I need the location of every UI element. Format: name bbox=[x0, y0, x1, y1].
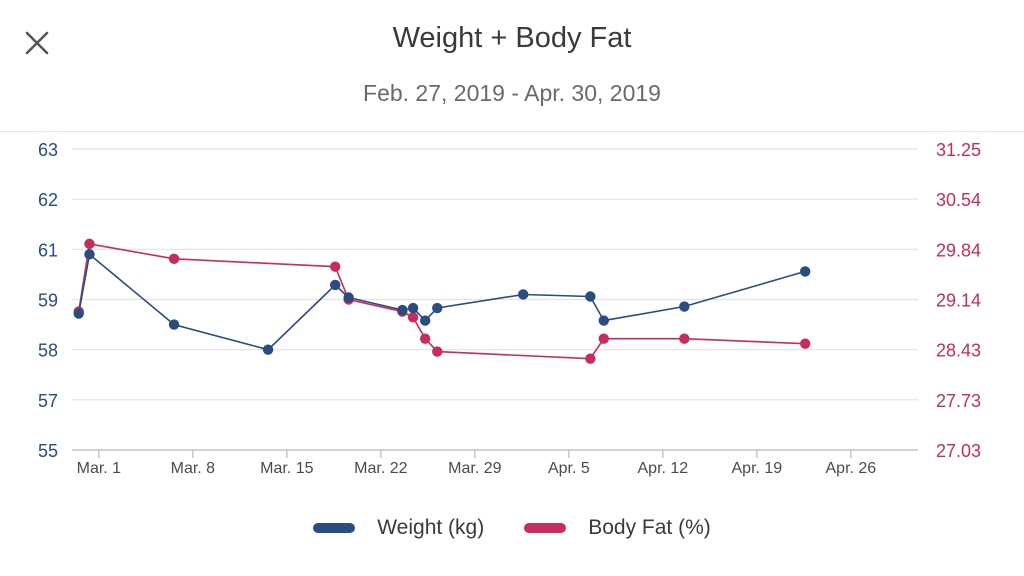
legend-label-weight: Weight (kg) bbox=[377, 516, 485, 539]
left-tick-label: 57 bbox=[38, 391, 58, 411]
right-tick-label: 29.84 bbox=[936, 240, 981, 260]
body-fat-point[interactable] bbox=[419, 333, 431, 344]
legend-swatch-weight bbox=[313, 523, 356, 533]
weight-point[interactable] bbox=[800, 266, 811, 277]
weight-point[interactable] bbox=[330, 279, 341, 291]
legend-item-weight[interactable]: Weight (kg) bbox=[313, 516, 484, 540]
x-tick-label: Mar. 22 bbox=[354, 460, 407, 477]
body-fat-point[interactable] bbox=[330, 261, 341, 272]
left-tick-label: 55 bbox=[38, 441, 58, 461]
x-tick-label: Mar. 29 bbox=[448, 460, 501, 477]
x-tick-label: Apr. 26 bbox=[826, 460, 877, 477]
left-tick-label: 61 bbox=[38, 240, 58, 260]
weight-body-fat-chart: 63 62 61 59 58 57 55 31.25 30.54 29.84 29.14 28.43… bbox=[38, 140, 981, 477]
weight-point[interactable] bbox=[73, 308, 84, 319]
weight-point[interactable] bbox=[262, 344, 274, 355]
x-axis-dates: Mar. 1 Mar. 8 Mar. 15 Mar. 22 Mar. 29 Apr. 5 A… bbox=[77, 450, 877, 477]
x-tick-label: Apr. 19 bbox=[732, 460, 783, 477]
weight-point[interactable] bbox=[518, 289, 529, 300]
body-fat-point[interactable] bbox=[407, 312, 419, 323]
body-fat-point[interactable] bbox=[598, 333, 609, 344]
right-tick-label: 27.03 bbox=[936, 441, 981, 461]
close-button[interactable] bbox=[18, 24, 56, 62]
series-lines bbox=[73, 238, 811, 364]
weight-point[interactable] bbox=[598, 315, 609, 326]
weight-point[interactable] bbox=[168, 319, 180, 330]
left-axis-weight: 63 62 61 59 58 57 55 bbox=[38, 140, 58, 461]
weight-point[interactable] bbox=[407, 302, 419, 314]
x-tick-label: Apr. 5 bbox=[548, 460, 590, 477]
weight-point[interactable] bbox=[343, 292, 354, 303]
right-tick-label: 29.14 bbox=[936, 291, 981, 311]
chart-legend: Weight (kg) Body Fat (%) bbox=[0, 508, 1024, 548]
legend-item-body-fat[interactable]: Body Fat (%) bbox=[524, 516, 711, 540]
body-fat-point[interactable] bbox=[679, 333, 690, 344]
body-fat-point[interactable] bbox=[585, 353, 596, 364]
body-fat-point[interactable] bbox=[800, 338, 811, 349]
x-tick-label: Apr. 12 bbox=[638, 460, 689, 477]
legend-label-body-fat: Body Fat (%) bbox=[588, 516, 711, 539]
right-tick-label: 31.25 bbox=[936, 140, 981, 160]
right-tick-label: 28.43 bbox=[936, 341, 981, 361]
left-tick-label: 58 bbox=[38, 341, 58, 361]
page-title: Weight + Body Fat bbox=[392, 22, 632, 54]
left-tick-label: 63 bbox=[38, 140, 58, 160]
left-tick-label: 62 bbox=[38, 190, 58, 210]
x-tick-label: Mar. 8 bbox=[171, 460, 216, 477]
right-tick-label: 27.73 bbox=[936, 391, 981, 411]
weight-line bbox=[77, 252, 806, 351]
x-tick-label: Mar. 1 bbox=[77, 460, 122, 477]
x-tick-label: Mar. 15 bbox=[260, 460, 313, 477]
date-range: Feb. 27, 2019 - Apr. 30, 2019 bbox=[363, 80, 661, 106]
close-icon bbox=[25, 31, 49, 55]
body-fat-point[interactable] bbox=[84, 238, 95, 250]
weight-point[interactable] bbox=[397, 304, 408, 316]
body-fat-line bbox=[77, 242, 806, 360]
left-tick-label: 59 bbox=[38, 291, 58, 311]
legend-swatch-body-fat bbox=[524, 523, 567, 533]
weight-point[interactable] bbox=[419, 315, 431, 326]
right-tick-label: 30.54 bbox=[936, 190, 981, 210]
weight-point[interactable] bbox=[585, 291, 596, 302]
right-axis-body-fat: 31.25 30.54 29.84 29.14 28.43 27.73 27.03 bbox=[936, 140, 981, 461]
body-fat-point[interactable] bbox=[168, 253, 180, 265]
weight-point[interactable] bbox=[84, 249, 95, 260]
weight-point[interactable] bbox=[679, 301, 690, 312]
body-fat-point[interactable] bbox=[432, 346, 443, 357]
chart-header: Weight + Body Fat Feb. 27, 2019 - Apr. 3… bbox=[0, 0, 1024, 132]
weight-point[interactable] bbox=[432, 302, 443, 314]
